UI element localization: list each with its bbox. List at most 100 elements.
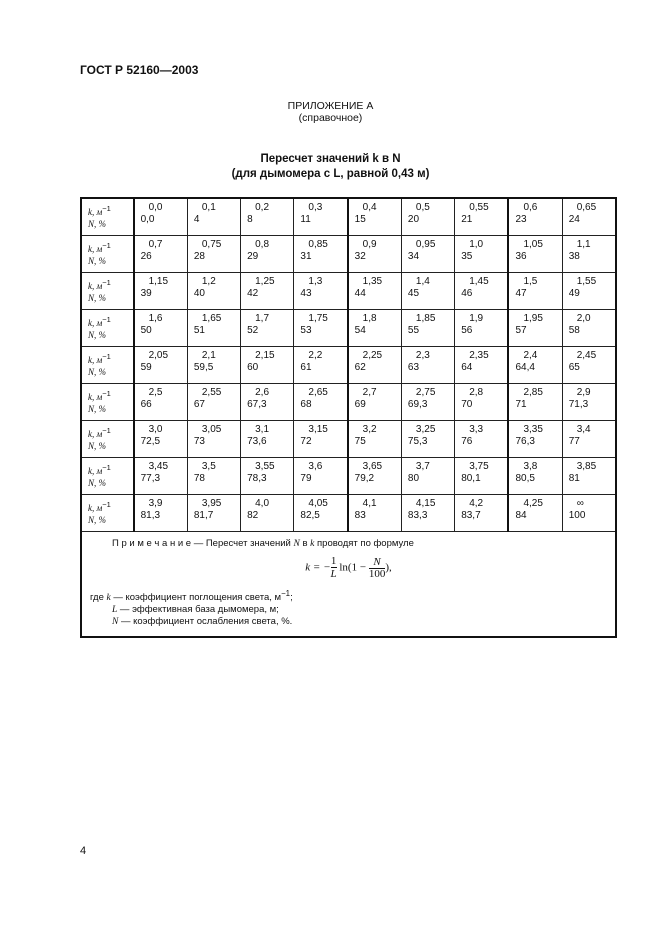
k-unit-exp: −1	[102, 241, 111, 250]
value-cell: 3,3 76	[454, 420, 509, 458]
value-cell: 1,05 36	[507, 235, 563, 273]
table-row: k, м−1 N, % 1,6 50 1,65 51 1,7 52 1,75 53 1,8 54 1,8…	[80, 309, 617, 347]
k-value: 0,85	[308, 239, 328, 250]
n-value: 82,5	[300, 510, 320, 521]
k-label: k, м	[88, 281, 103, 291]
k-value: 3,1	[255, 424, 270, 435]
k-value: 2,7	[362, 387, 377, 398]
k-value: 3,75	[469, 461, 489, 472]
table-row: k, м−1 N, % 1,15 39 1,2 40 1,25 42 1,3 43 1,35 44 1,…	[80, 272, 617, 310]
value-cell: 1,9 56	[454, 309, 509, 347]
n-value: 83,3	[407, 510, 428, 521]
value-cell: 3,9 81,3	[132, 494, 188, 532]
n-value: 59	[140, 362, 152, 373]
value-cell: 1,0 35	[454, 235, 509, 273]
k-value: 1,9	[469, 313, 484, 324]
k-value: 2,85	[523, 387, 543, 398]
value-cell: 2,25 62	[346, 346, 402, 384]
value-cell: 2,65 68	[293, 383, 349, 421]
k-value: 3,15	[308, 424, 328, 435]
value-cell: 2,05 59	[132, 346, 188, 384]
n-label: N, %	[88, 256, 106, 266]
value-cell: 1,85 55	[400, 309, 456, 347]
n-value: 58	[568, 325, 580, 336]
k-value: 0,0	[148, 202, 163, 213]
note-label: П р и м е ч а н и е	[112, 538, 192, 549]
k-unit-exp: −1	[102, 463, 111, 472]
value-cell: 1,35 44	[346, 272, 402, 310]
row-label: k, м−1 N, %	[80, 346, 135, 384]
n-value: 71	[515, 399, 527, 410]
n-value: 53	[300, 325, 312, 336]
value-cell: 3,5 78	[186, 457, 242, 495]
value-cell: 1,4 45	[400, 272, 456, 310]
value-cell: 3,15 72	[293, 420, 349, 458]
n-value: 56	[461, 325, 473, 336]
k-value: 4,15	[415, 498, 436, 509]
n-value: 60	[247, 362, 259, 373]
n-value: 36	[515, 251, 527, 262]
n-value: 77,3	[140, 473, 161, 484]
k-label: k, м	[88, 503, 103, 513]
value-cell: 3,25 75,3	[400, 420, 456, 458]
n-value: 100	[568, 510, 586, 521]
k-label: k, м	[88, 355, 103, 365]
numerator: 1	[330, 555, 337, 568]
row-label: k, м−1 N, %	[80, 383, 135, 421]
k-value: 4,2	[469, 498, 484, 509]
n-label: N, %	[88, 293, 106, 303]
n-value: 42	[247, 288, 259, 299]
n-label: N, %	[88, 367, 106, 377]
n-value: 59,5	[193, 362, 214, 373]
table-title: Пересчет значений k в N	[260, 153, 401, 165]
value-cell: 0,8 29	[240, 235, 295, 273]
k-unit-exp: −1	[102, 500, 111, 509]
n-value: 71,3	[568, 399, 589, 410]
n-value: 75,3	[407, 436, 428, 447]
numerator: N	[368, 556, 386, 569]
k-value: 1,65	[201, 313, 222, 324]
value-cell: 0,5 20	[400, 197, 456, 236]
value-cell: 0,1 4	[186, 197, 242, 236]
k-value: 1,15	[148, 276, 169, 287]
k-value: 3,05	[201, 424, 222, 435]
value-cell: 4,15 83,3	[400, 494, 456, 532]
k-value: 0,55	[469, 202, 489, 213]
value-cell: 1,2 40	[186, 272, 242, 310]
k-value: 3,3	[469, 424, 484, 435]
n-value: 57	[515, 325, 527, 336]
value-cell: 2,15 60	[240, 346, 295, 384]
n-value: 81,3	[140, 510, 161, 521]
n-value: 11	[300, 214, 311, 225]
value-cell: 1,1 38	[561, 235, 617, 273]
k-value: 2,1	[201, 350, 216, 361]
var-n: N	[293, 539, 300, 549]
k-value: 0,3	[308, 202, 323, 213]
n-value: 40	[193, 288, 205, 299]
n-value: 78	[193, 473, 205, 484]
table-note: П р и м е ч а н и е — Пересчет значений …	[80, 531, 617, 638]
value-cell: 2,1 59,5	[186, 346, 242, 384]
k-value: 1,7	[255, 313, 270, 324]
value-cell: 4,2 83,7	[454, 494, 509, 532]
value-cell: 0,6 23	[507, 197, 563, 236]
n-value: 34	[407, 251, 420, 262]
value-cell: 3,85 81	[561, 457, 617, 495]
k-value: 2,8	[469, 387, 484, 398]
value-cell: 3,35 76,3	[507, 420, 563, 458]
k-value: 1,05	[523, 239, 543, 250]
value-cell: 1,7 52	[240, 309, 295, 347]
row-label: k, м−1 N, %	[80, 197, 135, 236]
k-value: 1,75	[308, 313, 328, 324]
k-value: 1,6	[148, 313, 163, 324]
value-cell: 4,25 84	[507, 494, 563, 532]
n-value: 65	[568, 362, 580, 373]
value-cell: 1,8 54	[346, 309, 402, 347]
k-value: 0,1	[201, 202, 216, 213]
n-value: 61	[300, 362, 312, 373]
n-label: N, %	[88, 404, 106, 414]
value-cell: 2,5 66	[132, 383, 188, 421]
n-value: 83,7	[461, 510, 481, 521]
